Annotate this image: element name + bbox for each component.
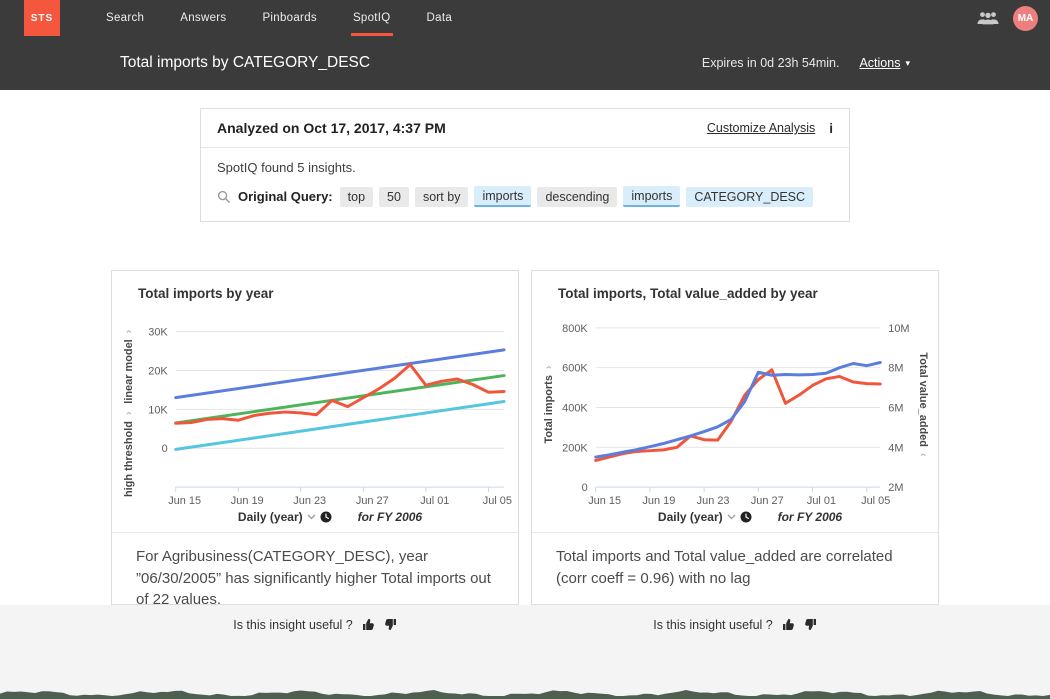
period-label: for FY 2006 bbox=[777, 509, 843, 524]
insight-caption: Total imports and Total value_added are … bbox=[532, 531, 938, 604]
thumbs-up-icon[interactable] bbox=[362, 618, 375, 631]
info-icon[interactable]: i bbox=[829, 120, 833, 136]
actions-label: Actions bbox=[859, 56, 901, 70]
footer-strip: Is this insight useful ? Is this insight… bbox=[0, 604, 1050, 699]
svg-text:Jul 01: Jul 01 bbox=[420, 495, 449, 507]
svg-text:Jun 23: Jun 23 bbox=[697, 495, 730, 507]
nav-tab-spotiq[interactable]: SpotIQ bbox=[350, 0, 393, 36]
svg-text:6M: 6M bbox=[888, 402, 903, 414]
grass-decoration bbox=[0, 690, 1050, 699]
nav-tab-answers[interactable]: Answers bbox=[180, 12, 227, 24]
search-icon bbox=[217, 190, 231, 204]
analysis-header-actions: Customize Analysis i bbox=[707, 121, 833, 136]
period-label: for FY 2006 bbox=[357, 509, 423, 524]
svg-text:Jul 05: Jul 05 bbox=[483, 495, 512, 507]
thumbs-up-icon[interactable] bbox=[782, 618, 795, 631]
thumbs-down-icon[interactable] bbox=[804, 618, 817, 631]
query-chip[interactable]: sort by bbox=[414, 186, 469, 207]
svg-text:8M: 8M bbox=[888, 363, 903, 375]
axis-label[interactable]: Total imports› bbox=[543, 365, 555, 443]
app-header: STS Search Answers Pinboards SpotIQ Data MA bbox=[0, 0, 1050, 90]
nav-tab-search[interactable]: Search bbox=[106, 12, 145, 24]
query-chip[interactable]: top bbox=[339, 186, 374, 207]
query-chip[interactable]: imports bbox=[474, 186, 532, 207]
chevron-down-icon bbox=[727, 514, 736, 520]
share-users-icon[interactable] bbox=[977, 11, 999, 25]
axis-label[interactable]: linear model› bbox=[123, 329, 135, 403]
customize-analysis-link[interactable]: Customize Analysis bbox=[706, 121, 816, 135]
chart-title: Total imports, Total value_added by year bbox=[558, 286, 818, 301]
thoughtspot-logo[interactable]: STS bbox=[24, 0, 60, 36]
svg-text:0: 0 bbox=[582, 482, 588, 494]
svg-text:Jun 23: Jun 23 bbox=[293, 495, 326, 507]
chart-controls: Daily (year) for FY 2006 bbox=[112, 510, 518, 532]
svg-text:Jun 15: Jun 15 bbox=[168, 495, 201, 507]
insights-found-text: SpotIQ found 5 insights. bbox=[217, 160, 356, 175]
actions-menu-button[interactable]: Actions ▾ bbox=[859, 56, 910, 70]
analysis-summary-card: Analyzed on Oct 17, 2017, 4:37 PM Custom… bbox=[200, 108, 850, 222]
analysis-body: SpotIQ found 5 insights. Original Query:… bbox=[201, 147, 849, 221]
chart-title: Total imports by year bbox=[138, 286, 274, 301]
svg-text:200K: 200K bbox=[562, 442, 588, 454]
query-chip[interactable]: CATEGORY_DESC bbox=[686, 186, 814, 207]
insight-cards-row: Total imports by year 0 10K 20K 30K Jun 15 Ju… bbox=[111, 270, 939, 608]
imports-value-added-chart[interactable]: 0 200K 400K 600K 800K 2M 4M 6M 8M 10M Jun 15 Jun 19… bbox=[532, 305, 938, 510]
user-avatar[interactable]: MA bbox=[1013, 5, 1038, 31]
chevron-down-icon bbox=[307, 514, 316, 520]
query-chip[interactable]: imports bbox=[623, 186, 681, 207]
query-chip[interactable]: 50 bbox=[379, 186, 409, 207]
insight-card-highlight: Total imports by year 0 10K 20K 30K Jun 15 Ju… bbox=[111, 270, 519, 608]
svg-text:10M: 10M bbox=[888, 323, 909, 335]
svg-text:Jun 19: Jun 19 bbox=[642, 495, 675, 507]
svg-text:Jul 01: Jul 01 bbox=[807, 495, 836, 507]
svg-text:Jul 05: Jul 05 bbox=[861, 495, 890, 507]
axis-label[interactable]: Total value_added‹ bbox=[917, 352, 929, 457]
granularity-dropdown[interactable]: Daily (year) bbox=[658, 510, 752, 524]
svg-text:Jun 27: Jun 27 bbox=[751, 495, 784, 507]
analysis-header-row: Analyzed on Oct 17, 2017, 4:37 PM Custom… bbox=[201, 109, 849, 147]
svg-text:10K: 10K bbox=[148, 404, 168, 416]
title-bar-right: Expires in 0d 23h 54min. Actions ▾ bbox=[702, 56, 910, 70]
svg-text:Jun 27: Jun 27 bbox=[356, 495, 389, 507]
page-title: Total imports by CATEGORY_DESC bbox=[120, 54, 371, 71]
expires-text: Expires in 0d 23h 54min. bbox=[701, 56, 840, 70]
query-chips: top 50 sort by imports descending imports CATE… bbox=[339, 186, 814, 207]
svg-text:600K: 600K bbox=[562, 363, 588, 375]
svg-text:0: 0 bbox=[162, 443, 168, 455]
svg-text:400K: 400K bbox=[562, 402, 588, 414]
nav-tab-data[interactable]: Data bbox=[426, 12, 453, 24]
useful-question: Is this insight useful ? bbox=[653, 617, 773, 632]
title-bar: Total imports by CATEGORY_DESC Expires i… bbox=[0, 36, 1050, 90]
original-query-label: Original Query: bbox=[238, 189, 333, 204]
chart-controls: Daily (year) for FY 2006 bbox=[532, 510, 938, 532]
useful-question: Is this insight useful ? bbox=[233, 617, 353, 632]
time-granularity-icon bbox=[320, 511, 332, 523]
svg-text:800K: 800K bbox=[562, 323, 588, 335]
chevron-down-icon: ▾ bbox=[905, 57, 910, 68]
total-imports-by-year-chart[interactable]: 0 10K 20K 30K Jun 15 Jun 19 Jun 23 Jun 27 Jul 01… bbox=[112, 305, 518, 510]
nav-tabs: Search Answers Pinboards SpotIQ Data bbox=[88, 0, 470, 36]
granularity-dropdown[interactable]: Daily (year) bbox=[238, 510, 332, 524]
svg-text:4M: 4M bbox=[888, 442, 903, 454]
insight-feedback-right: Is this insight useful ? bbox=[531, 618, 939, 632]
top-navbar: STS Search Answers Pinboards SpotIQ Data MA bbox=[0, 0, 1050, 36]
thumbs-down-icon[interactable] bbox=[384, 618, 397, 631]
useful-rows: Is this insight useful ? Is this insight… bbox=[111, 605, 939, 632]
svg-text:Jun 15: Jun 15 bbox=[588, 495, 621, 507]
time-granularity-icon bbox=[740, 511, 752, 523]
svg-text:30K: 30K bbox=[148, 327, 168, 339]
analyzed-on-text: Analyzed on Oct 17, 2017, 4:37 PM bbox=[217, 120, 446, 136]
nav-tab-pinboards[interactable]: Pinboards bbox=[262, 12, 317, 24]
original-query-row: Original Query: top 50 sort by imports desce… bbox=[217, 186, 833, 207]
insight-caption: For Agribusiness(CATEGORY_DESC), year ”0… bbox=[112, 531, 518, 608]
svg-text:2M: 2M bbox=[888, 482, 903, 494]
query-chip[interactable]: descending bbox=[537, 186, 618, 207]
svg-text:20K: 20K bbox=[148, 365, 168, 377]
svg-text:Jun 19: Jun 19 bbox=[231, 495, 264, 507]
insight-feedback-left: Is this insight useful ? bbox=[111, 618, 519, 632]
axis-label[interactable]: high threshold› bbox=[123, 411, 135, 497]
nav-right-cluster: MA bbox=[977, 0, 1050, 36]
insight-card-correlation: Total imports, Total value_added by year… bbox=[531, 270, 939, 605]
